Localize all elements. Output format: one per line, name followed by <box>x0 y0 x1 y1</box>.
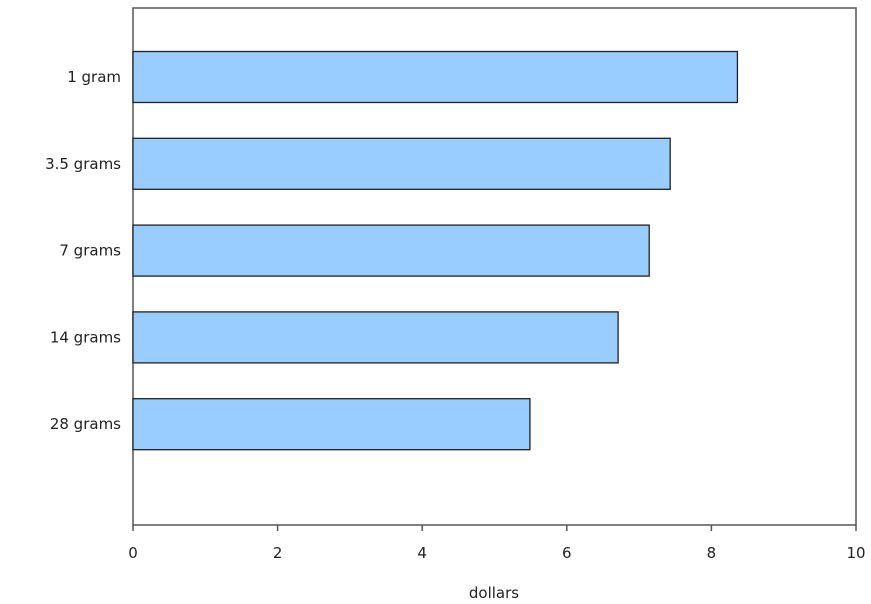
bar <box>132 311 619 364</box>
category-label: 1 gram <box>67 68 121 86</box>
x-tick-label: 10 <box>846 544 865 562</box>
x-axis: 0 2 4 6 8 10 <box>128 525 866 562</box>
category-label: 3.5 grams <box>45 155 121 173</box>
category-label: 7 grams <box>59 242 121 260</box>
x-tick-label: 0 <box>128 544 138 562</box>
bar <box>132 137 671 190</box>
category-label: 14 grams <box>50 328 121 346</box>
bar <box>132 50 739 104</box>
category-label: 28 grams <box>50 415 121 433</box>
x-tick-label: 6 <box>562 544 572 562</box>
x-axis-title: dollars <box>469 584 519 602</box>
category-labels: 1 gram 3.5 grams 7 grams 14 grams 28 grams <box>45 68 121 433</box>
bar <box>132 398 531 451</box>
x-tick-label: 2 <box>273 544 283 562</box>
bar <box>132 224 650 277</box>
x-tick-label: 4 <box>417 544 427 562</box>
bars <box>132 50 739 451</box>
x-tick-label: 8 <box>707 544 717 562</box>
